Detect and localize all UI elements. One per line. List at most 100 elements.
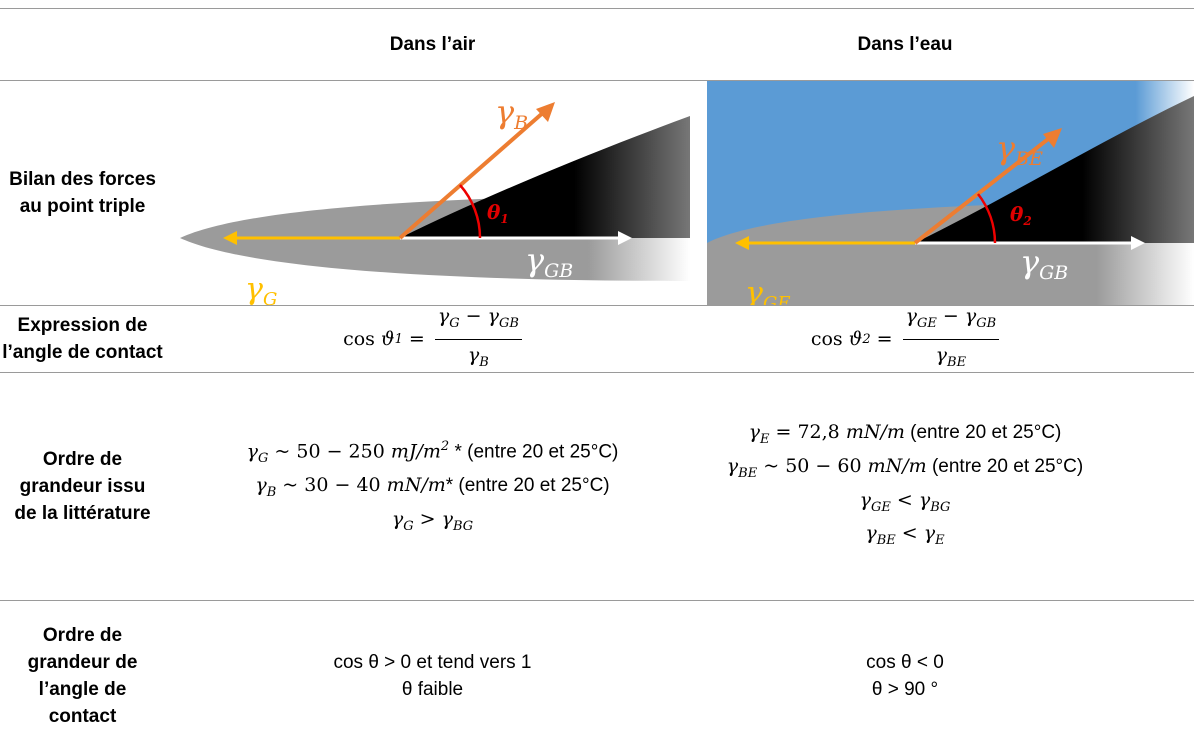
line: γG > γBG	[392, 506, 473, 540]
math: γ	[467, 343, 480, 366]
math: ~ 50 − 60	[757, 454, 868, 477]
subscript: BE	[738, 465, 758, 481]
math: γ	[748, 420, 760, 443]
symbol: γ	[245, 272, 263, 305]
math: ϑ	[380, 327, 395, 350]
line: cos θ < 0	[866, 652, 944, 673]
angle-arc	[459, 184, 482, 239]
math: <	[895, 522, 924, 545]
math: = 72,8	[769, 420, 846, 443]
row-label: Expression de l’angle de contact	[2, 315, 163, 363]
subscript: GB	[544, 260, 573, 282]
symbol: θ	[487, 200, 501, 224]
angle-arc	[977, 193, 997, 244]
symbol: γ	[495, 93, 515, 131]
subscript: E	[759, 431, 770, 447]
denominator: γBE	[936, 340, 966, 376]
math: γ	[923, 522, 936, 545]
row-label: Ordre de grandeur de l’angle de contact	[27, 625, 138, 727]
angle-order: cos θ < 0 θ > 90 °	[675, 601, 1135, 751]
subscript: GB	[498, 315, 519, 331]
math: γ	[905, 304, 917, 327]
math: γ	[437, 304, 450, 327]
subscript: 1	[500, 212, 508, 226]
drop	[400, 116, 690, 238]
math: γ	[918, 488, 931, 511]
literature: γG ~ 50 − 250 mJ/m2 * (entre 20 et 25°C)…	[165, 373, 700, 600]
math: =	[870, 327, 899, 350]
rule	[0, 305, 1194, 306]
math: −	[936, 304, 965, 327]
math: ~ 30 − 40	[276, 474, 387, 497]
arrow	[913, 134, 1054, 245]
force-label: θ1	[487, 200, 509, 226]
line: γB ~ 30 − 40 mN/m* (entre 20 et 25°C)	[255, 472, 609, 506]
math: <	[890, 488, 919, 511]
arrow-head	[1043, 128, 1062, 148]
line: cos θ > 0 et tend vers 1	[333, 652, 532, 673]
subscript: BE	[947, 354, 967, 370]
line: γG ~ 50 − 250 mJ/m2 * (entre 20 et 25°C)	[247, 433, 619, 472]
math: =	[402, 327, 431, 350]
math: γ	[865, 522, 877, 545]
force-label: γGB	[525, 241, 573, 282]
subscript: GE	[916, 315, 937, 331]
numerator: γG − γGB	[434, 303, 522, 340]
arrow-head	[1131, 236, 1145, 250]
math: cos	[343, 327, 381, 350]
force-label: γGE	[745, 276, 790, 305]
math: >	[413, 508, 442, 531]
superscript: 2	[440, 439, 450, 455]
line: θ faible	[401, 679, 464, 700]
math: mN/m	[386, 474, 446, 497]
math: γ	[859, 488, 871, 511]
line: γGE < γBG	[860, 487, 951, 521]
math: γ	[246, 440, 258, 463]
subscript: BG	[452, 518, 474, 534]
rule	[0, 8, 1194, 9]
fraction: γG − γGB γB	[434, 303, 522, 376]
subscript: E	[935, 533, 945, 549]
header: Dans l’eau	[857, 33, 953, 55]
arrow-head	[735, 236, 749, 250]
subscript: B	[479, 354, 489, 370]
force-label: γB	[495, 93, 528, 134]
header: Dans l’air	[389, 33, 476, 55]
rule	[0, 600, 1194, 601]
math: γ	[964, 304, 977, 327]
subscript: BG	[930, 499, 951, 515]
subscript: BE	[1014, 148, 1043, 170]
line: γBE ~ 50 − 60 mN/m (entre 20 et 25°C)	[727, 453, 1083, 487]
force-label: γBE	[996, 129, 1043, 170]
symbol: γ	[996, 129, 1016, 167]
angle-order: cos θ > 0 et tend vers 1 θ faible	[165, 601, 700, 751]
subscript: GB	[976, 315, 997, 331]
subscript: G	[257, 451, 269, 467]
text: (entre 20 et 25°C)	[904, 421, 1062, 443]
denominator: γB	[468, 340, 489, 376]
literature: γE = 72,8 mN/m (entre 20 et 25°C) γBE ~ 5…	[675, 373, 1135, 600]
math: mJ/m	[390, 440, 441, 463]
math: γ	[487, 304, 499, 327]
math: γ	[726, 454, 739, 477]
math: ~ 50 − 250	[268, 440, 391, 463]
drop	[915, 96, 1194, 243]
math: γ	[935, 343, 948, 366]
math: mN/m	[845, 420, 905, 443]
math: cos	[810, 327, 849, 350]
fraction: γGE − γGB γBE	[902, 303, 1000, 376]
math: mN/m	[867, 454, 927, 477]
text: * (entre 20 et 25°C)	[449, 441, 619, 463]
rule	[0, 372, 1194, 373]
math: γ	[255, 474, 267, 497]
subscript: B	[266, 485, 277, 501]
line: γE = 72,8 mN/m (entre 20 et 25°C)	[749, 419, 1062, 453]
text: (entre 20 et 25°C)	[926, 455, 1084, 477]
symbol: θ	[1010, 202, 1024, 226]
force-label: θ2	[1010, 202, 1032, 228]
subscript: G	[403, 518, 414, 534]
subscript: B	[513, 112, 528, 134]
force-label: γG	[245, 272, 277, 305]
